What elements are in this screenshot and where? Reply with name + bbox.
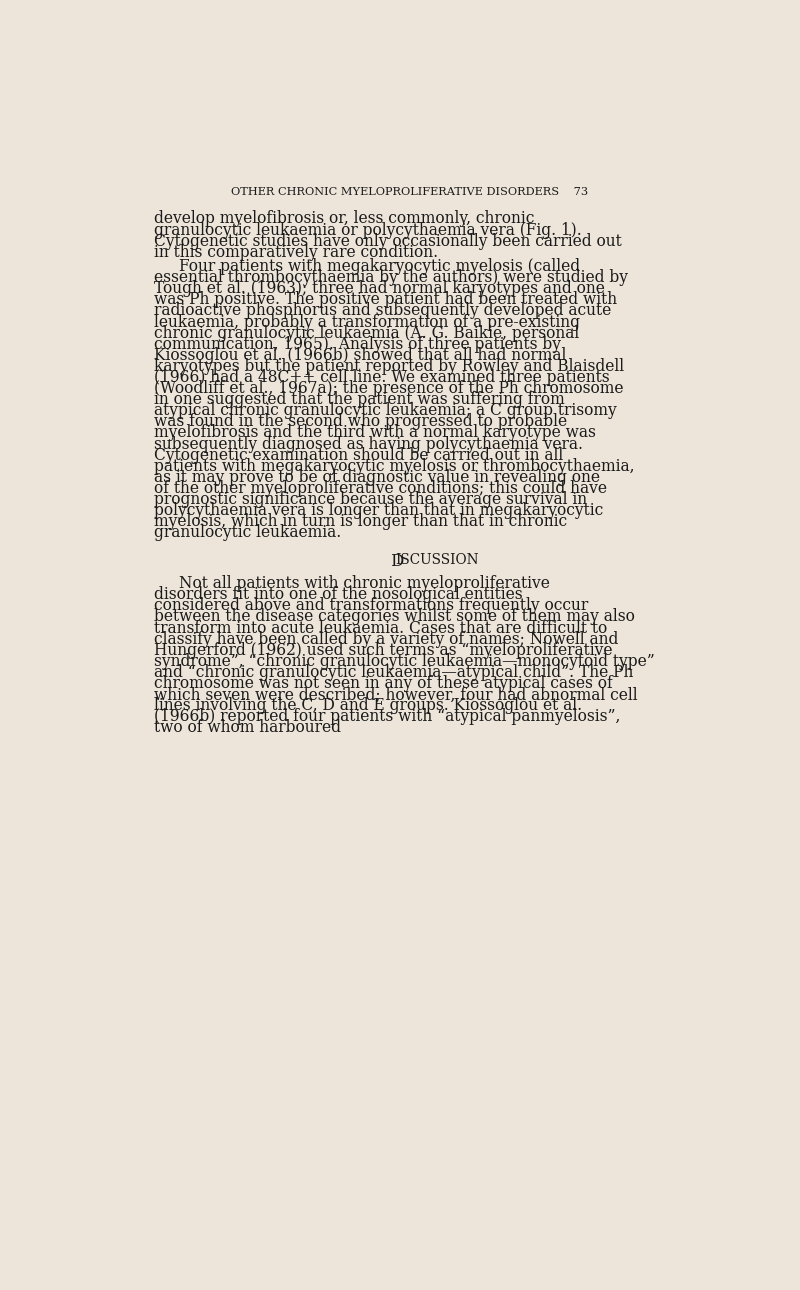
Text: patients with megakaryocytic myelosis or thrombocythaemia,: patients with megakaryocytic myelosis or… (154, 458, 634, 475)
Text: leukaemia, probably a transformation of a pre-existing: leukaemia, probably a transformation of … (154, 313, 580, 330)
Text: Not all patients with chronic myeloproliferative: Not all patients with chronic myeloproli… (179, 575, 550, 592)
Text: prognostic significance because the average survival in: prognostic significance because the aver… (154, 491, 587, 508)
Text: myelofibrosis and the third with a normal karyotype was: myelofibrosis and the third with a norma… (154, 424, 596, 441)
Text: classify have been called by a variety of names; Nowell and: classify have been called by a variety o… (154, 631, 618, 648)
Text: chronic granulocytic leukaemia (A. G. Baikie, personal: chronic granulocytic leukaemia (A. G. Ba… (154, 325, 579, 342)
Text: Tough et al. (1963); three had normal karyotypes and one: Tough et al. (1963); three had normal ka… (154, 280, 605, 297)
Text: granulocytic leukaemia.: granulocytic leukaemia. (154, 524, 342, 542)
Text: and “chronic granulocytic leukaemia—atypical child”. The Ph: and “chronic granulocytic leukaemia—atyp… (154, 664, 634, 681)
Text: in one suggested that the patient was suffering from: in one suggested that the patient was su… (154, 391, 565, 408)
Text: was Ph positive. The positive patient had been treated with: was Ph positive. The positive patient ha… (154, 292, 618, 308)
Text: OTHER CHRONIC MYELOPROLIFERATIVE DISORDERS    73: OTHER CHRONIC MYELOPROLIFERATIVE DISORDE… (231, 187, 589, 197)
Text: between the disease categories whilst some of them may also: between the disease categories whilst so… (154, 609, 635, 626)
Text: ISCUSSION: ISCUSSION (395, 553, 479, 568)
Text: two of whom harboured: two of whom harboured (154, 720, 342, 737)
Text: was found in the second who progressed to probable: was found in the second who progressed t… (154, 413, 567, 431)
Text: D: D (390, 553, 403, 570)
Text: syndrome”, “chronic granulocytic leukaemia—monocytoid type”: syndrome”, “chronic granulocytic leukaem… (154, 653, 655, 670)
Text: atypical chronic granulocytic leukaemia; a C group trisomy: atypical chronic granulocytic leukaemia;… (154, 402, 617, 419)
Text: lines involving the C, D and E groups. Kiossoglou et al.: lines involving the C, D and E groups. K… (154, 697, 582, 715)
Text: develop myelofibrosis or, less commonly, chronic: develop myelofibrosis or, less commonly,… (154, 210, 534, 227)
Text: Cytogenetic examination should be carried out in all: Cytogenetic examination should be carrie… (154, 446, 563, 463)
Text: (1966b) reported four patients with “atypical panmyelosis”,: (1966b) reported four patients with “aty… (154, 708, 621, 725)
Text: transform into acute leukaemia. Cases that are difficult to: transform into acute leukaemia. Cases th… (154, 619, 607, 636)
Text: (Woodliff et al., 1967a); the presence of the Ph chromosome: (Woodliff et al., 1967a); the presence o… (154, 381, 624, 397)
Text: Four patients with megakaryocytic myelosis (called: Four patients with megakaryocytic myelos… (179, 258, 580, 275)
Text: subsequently diagnosed as having polycythaemia vera.: subsequently diagnosed as having polycyt… (154, 436, 583, 453)
Text: radioactive phosphorus and subsequently developed acute: radioactive phosphorus and subsequently … (154, 302, 611, 320)
Text: chromosome was not seen in any of these atypical cases of: chromosome was not seen in any of these … (154, 675, 613, 691)
Text: Kiossoglou et al. (1966b) showed that all had normal: Kiossoglou et al. (1966b) showed that al… (154, 347, 566, 364)
Text: polycythaemia vera is longer than that in megakaryocytic: polycythaemia vera is longer than that i… (154, 502, 603, 519)
Text: (1966) had a 48C++ cell line. We examined three patients: (1966) had a 48C++ cell line. We examine… (154, 369, 610, 386)
Text: Cytogenetic studies have only occasionally been carried out: Cytogenetic studies have only occasional… (154, 232, 622, 249)
Text: considered above and transformations frequently occur: considered above and transformations fre… (154, 597, 589, 614)
Text: essential thrombocythaemia by the authors) were studied by: essential thrombocythaemia by the author… (154, 270, 628, 286)
Text: granulocytic leukaemia or polycythaemia vera (Fig. 1).: granulocytic leukaemia or polycythaemia … (154, 222, 582, 239)
Text: of the other myeloproliferative conditions; this could have: of the other myeloproliferative conditio… (154, 480, 607, 497)
Text: karyotypes but the patient reported by Rowley and Blaisdell: karyotypes but the patient reported by R… (154, 357, 624, 375)
Text: which seven were described; however, four had abnormal cell: which seven were described; however, fou… (154, 686, 638, 703)
Text: in this comparatively rare condition.: in this comparatively rare condition. (154, 244, 438, 261)
Text: Hungerford (1962) used such terms as “myeloproliferative: Hungerford (1962) used such terms as “my… (154, 641, 613, 659)
Text: communication, 1965). Analysis of three patients by: communication, 1965). Analysis of three … (154, 335, 562, 352)
Text: disorders fit into one of the nosological entities: disorders fit into one of the nosologica… (154, 587, 523, 604)
Text: as it may prove to be of diagnostic value in revealing one: as it may prove to be of diagnostic valu… (154, 468, 600, 486)
Text: myelosis, which in turn is longer than that in chronic: myelosis, which in turn is longer than t… (154, 513, 567, 530)
